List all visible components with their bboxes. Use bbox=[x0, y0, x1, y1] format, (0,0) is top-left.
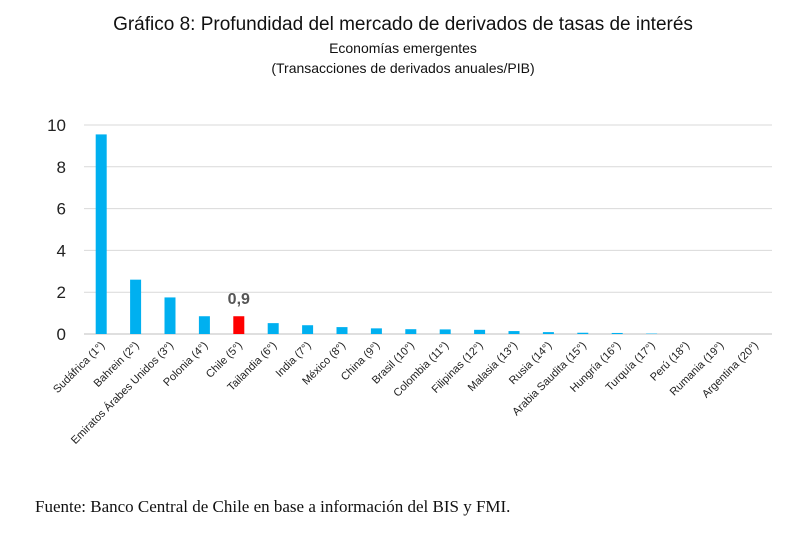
chart-title: Gráfico 8: Profundidad del mercado de de… bbox=[113, 14, 693, 35]
y-axis-tick-labels: 0 2 4 6 8 10 bbox=[47, 116, 66, 344]
chart-subtitle: Economías emergentes bbox=[329, 40, 477, 56]
bar bbox=[130, 279, 142, 334]
bar bbox=[95, 134, 107, 334]
bars bbox=[95, 134, 658, 334]
y-tick-label: 6 bbox=[57, 200, 66, 219]
bar-chart: 0 2 4 6 8 10 Sudáfrica (1°)Bahrein (2°)Emirat… bbox=[47, 116, 772, 447]
gridlines bbox=[84, 124, 772, 335]
y-tick-label: 8 bbox=[57, 158, 66, 177]
bar bbox=[405, 329, 417, 334]
bar bbox=[233, 316, 245, 334]
chart-subtitle-units: (Transacciones de derivados anuales/PIB) bbox=[271, 60, 535, 76]
bar bbox=[370, 328, 382, 334]
bar bbox=[508, 331, 520, 334]
annotations: 0,9 bbox=[228, 291, 250, 308]
y-tick-label: 2 bbox=[57, 283, 66, 302]
bar bbox=[198, 316, 210, 334]
bar bbox=[164, 297, 176, 334]
y-tick-label: 4 bbox=[57, 241, 66, 260]
bar bbox=[474, 329, 486, 334]
bar bbox=[267, 323, 279, 334]
bar bbox=[611, 332, 623, 334]
bar bbox=[542, 332, 554, 334]
bar bbox=[577, 332, 589, 334]
source-note: Fuente: Banco Central de Chile en base a… bbox=[35, 497, 511, 516]
bar bbox=[302, 325, 314, 334]
data-label-chile: 0,9 bbox=[228, 291, 250, 308]
bar bbox=[336, 327, 348, 334]
y-tick-label: 0 bbox=[57, 325, 66, 344]
bar bbox=[439, 329, 451, 334]
y-tick-label: 10 bbox=[47, 116, 66, 135]
x-axis-tick-labels: Sudáfrica (1°)Bahrein (2°)Emiratos Árabe… bbox=[51, 339, 761, 447]
